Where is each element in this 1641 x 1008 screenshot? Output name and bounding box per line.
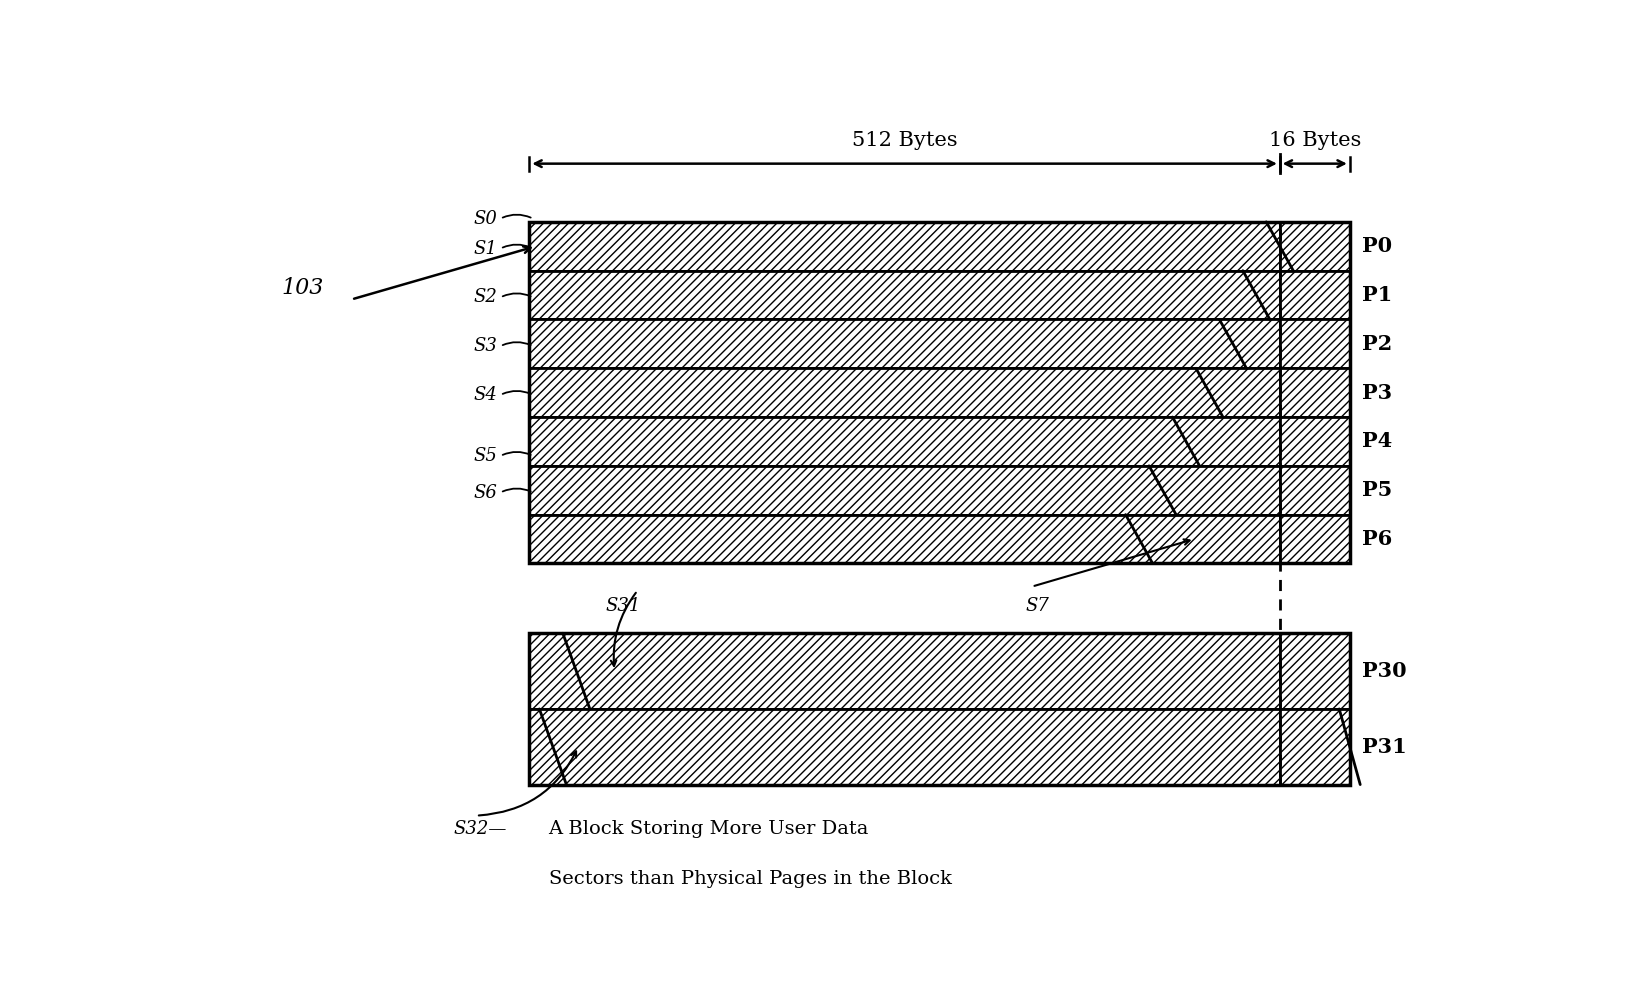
Bar xyxy=(1280,320,1351,368)
Bar xyxy=(530,466,1280,515)
Text: P0: P0 xyxy=(1362,236,1393,256)
Bar xyxy=(530,320,1280,368)
Bar xyxy=(530,368,1280,417)
Bar xyxy=(530,709,1280,784)
Text: S2: S2 xyxy=(474,288,497,306)
Text: 103: 103 xyxy=(282,277,323,298)
Text: S4: S4 xyxy=(474,386,497,404)
Text: P30: P30 xyxy=(1362,661,1406,681)
Text: S3: S3 xyxy=(474,338,497,355)
Text: S0: S0 xyxy=(474,210,497,228)
Bar xyxy=(530,222,1280,271)
Bar xyxy=(1280,466,1351,515)
Bar xyxy=(1280,514,1351,563)
Bar xyxy=(1280,222,1351,271)
Text: P1: P1 xyxy=(1362,285,1393,305)
Text: P6: P6 xyxy=(1362,529,1393,549)
Text: P2: P2 xyxy=(1362,334,1393,354)
Text: S7: S7 xyxy=(1026,597,1049,615)
Bar xyxy=(1280,709,1351,784)
Text: S6: S6 xyxy=(474,484,497,502)
Bar xyxy=(530,222,1351,563)
Text: P5: P5 xyxy=(1362,480,1393,500)
Text: A Block Storing More User Data: A Block Storing More User Data xyxy=(548,820,868,838)
Text: S31: S31 xyxy=(606,597,642,615)
Text: S5: S5 xyxy=(474,447,497,465)
Text: 512 Bytes: 512 Bytes xyxy=(852,131,957,149)
Bar xyxy=(530,633,1280,709)
Text: P3: P3 xyxy=(1362,383,1393,402)
Text: S32—: S32— xyxy=(453,820,507,838)
Text: Sectors than Physical Pages in the Block: Sectors than Physical Pages in the Block xyxy=(548,870,952,888)
Bar xyxy=(530,514,1280,563)
Bar xyxy=(1280,417,1351,466)
Bar xyxy=(530,633,1351,784)
Bar xyxy=(1280,271,1351,320)
Bar xyxy=(1280,368,1351,417)
Text: P31: P31 xyxy=(1362,737,1408,757)
Text: P4: P4 xyxy=(1362,431,1393,452)
Text: S1: S1 xyxy=(474,240,497,258)
Bar xyxy=(530,417,1280,466)
Bar xyxy=(1280,633,1351,709)
Text: 16 Bytes: 16 Bytes xyxy=(1268,131,1360,149)
Bar xyxy=(530,271,1280,320)
